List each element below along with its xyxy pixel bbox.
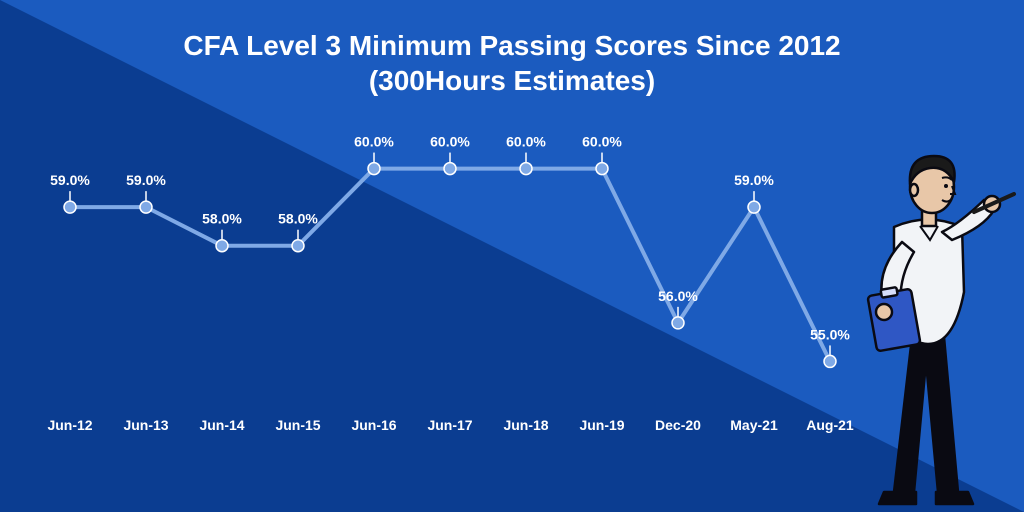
- title-line-1: CFA Level 3 Minimum Passing Scores Since…: [183, 30, 840, 61]
- value-label: 59.0%: [734, 172, 774, 188]
- line-chart: 59.0% Jun-12 59.0% Jun-13 58.0% Jun-14 58.0% Ju…: [40, 130, 860, 460]
- value-label: 59.0%: [126, 172, 166, 188]
- data-marker: [672, 317, 684, 329]
- data-marker: [368, 163, 380, 175]
- x-axis-label: Jun-19: [579, 417, 624, 433]
- x-axis-label: Jun-12: [47, 417, 92, 433]
- data-marker: [140, 201, 152, 213]
- x-axis-label: Jun-16: [351, 417, 396, 433]
- data-marker: [292, 240, 304, 252]
- value-label: 60.0%: [582, 134, 622, 150]
- value-label: 60.0%: [430, 134, 470, 150]
- x-axis-label: Jun-17: [427, 417, 472, 433]
- title-line-2: (300Hours Estimates): [369, 65, 655, 96]
- value-label: 58.0%: [278, 211, 318, 227]
- x-axis-label: Jun-13: [123, 417, 168, 433]
- data-marker: [748, 201, 760, 213]
- value-label: 60.0%: [506, 134, 546, 150]
- value-label: 59.0%: [50, 172, 90, 188]
- x-axis-label: Dec-20: [655, 417, 701, 433]
- x-axis-label: Jun-18: [503, 417, 548, 433]
- x-axis-label: Jun-14: [199, 417, 244, 433]
- data-marker: [64, 201, 76, 213]
- data-marker: [444, 163, 456, 175]
- presenter-illustration: [824, 132, 1024, 512]
- data-marker: [596, 163, 608, 175]
- value-label: 60.0%: [354, 134, 394, 150]
- x-axis-label: May-21: [730, 417, 778, 433]
- value-label: 56.0%: [658, 288, 698, 304]
- chart-title: CFA Level 3 Minimum Passing Scores Since…: [0, 28, 1024, 98]
- data-marker: [520, 163, 532, 175]
- data-marker: [216, 240, 228, 252]
- value-label: 58.0%: [202, 211, 242, 227]
- chart-line: [70, 169, 830, 362]
- x-axis-label: Jun-15: [275, 417, 320, 433]
